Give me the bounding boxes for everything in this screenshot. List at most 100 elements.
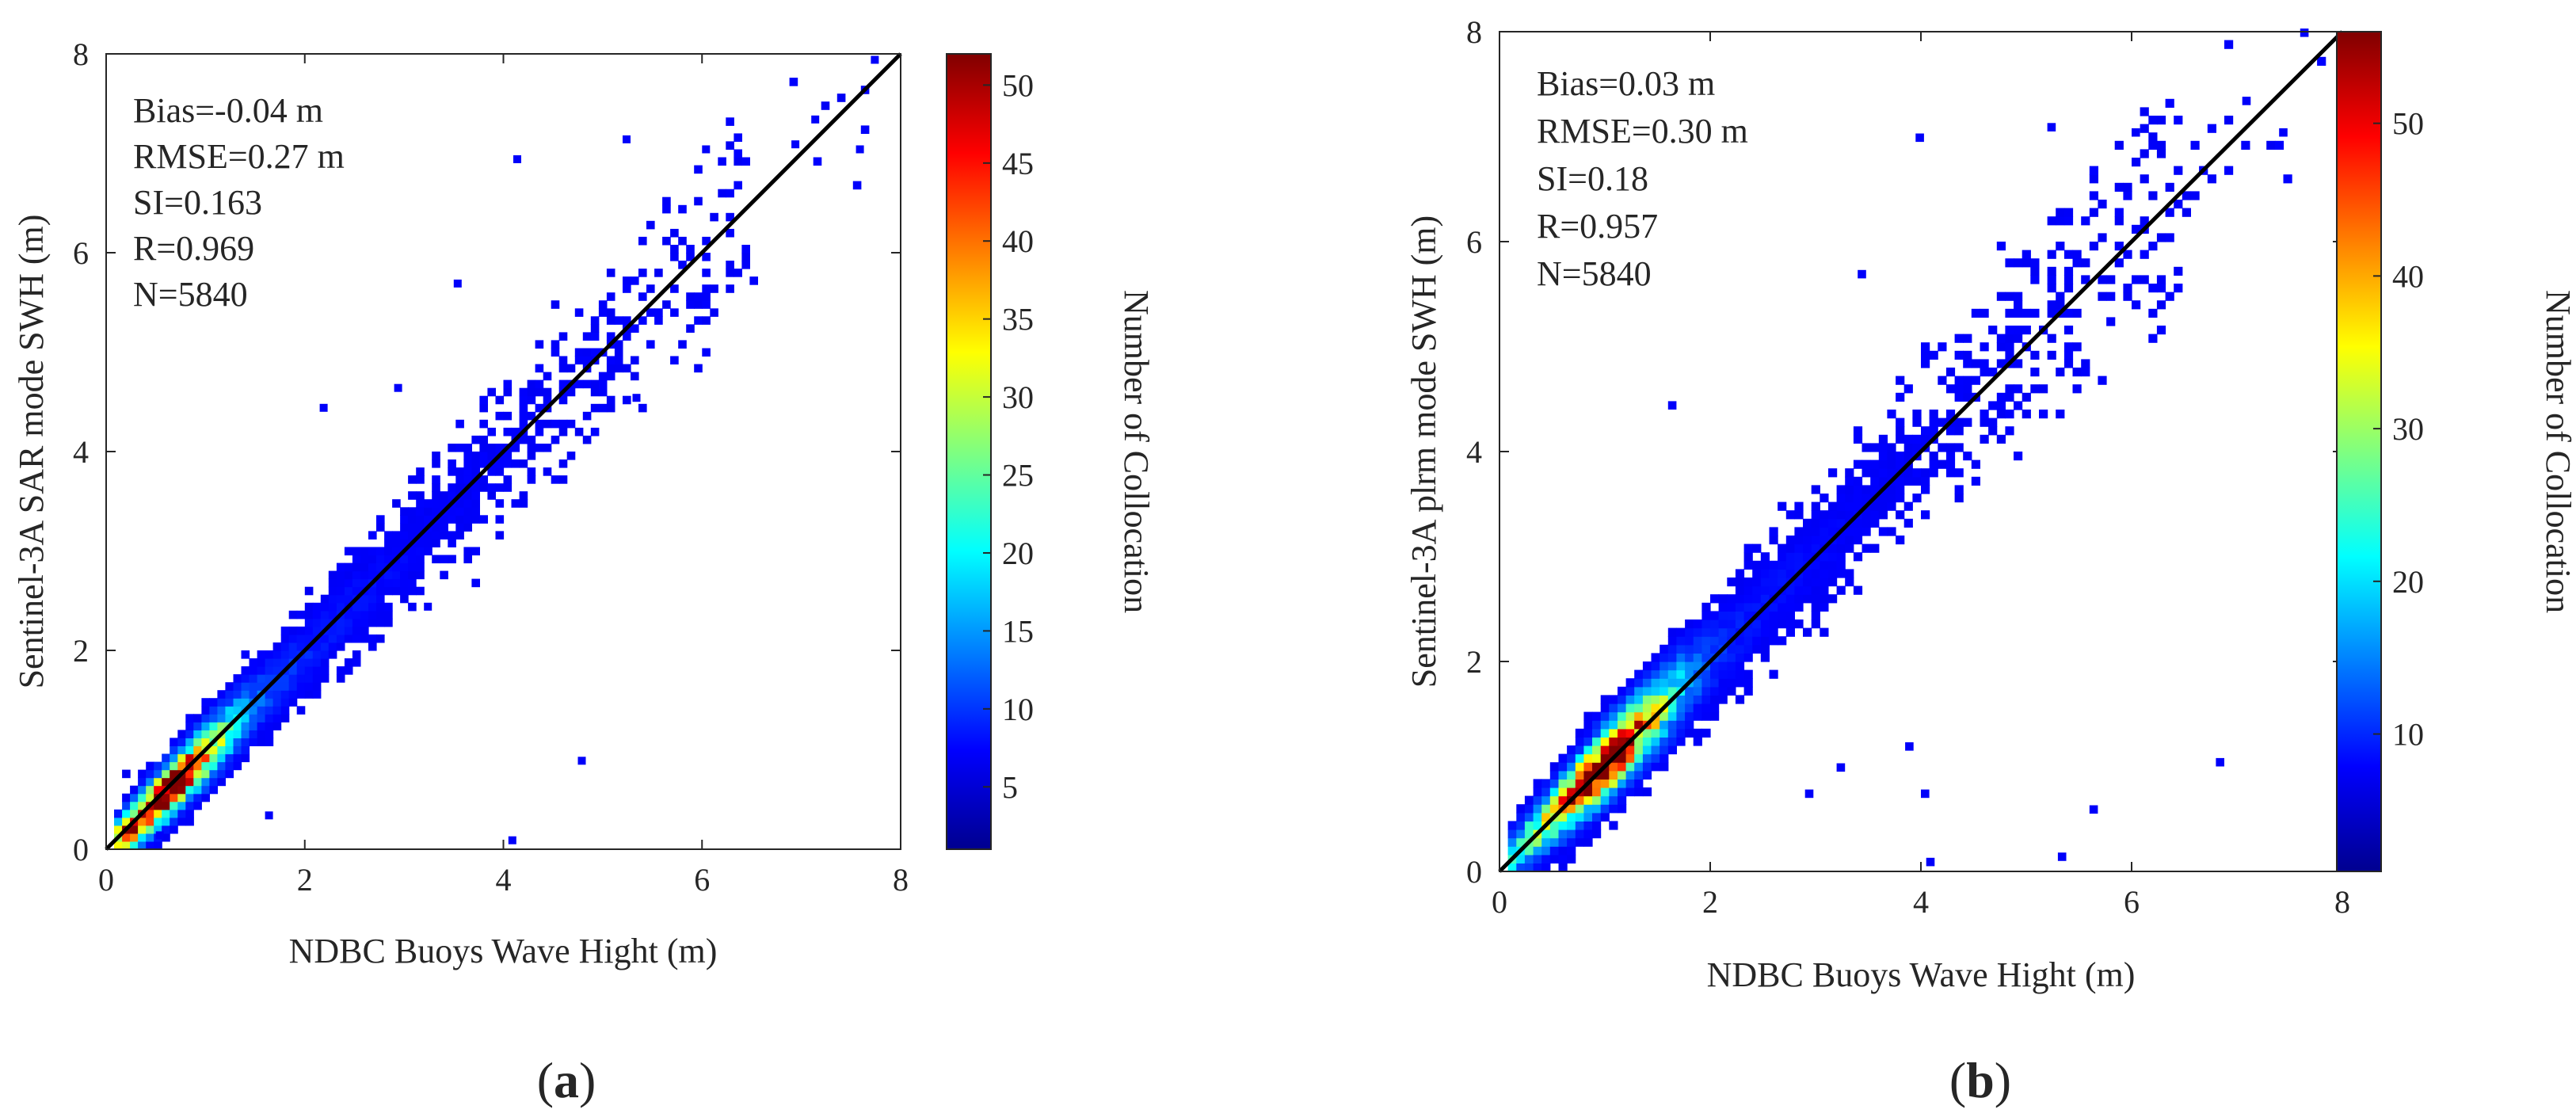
density-cell — [2030, 350, 2040, 360]
density-cell — [185, 793, 194, 802]
density-cell — [1870, 443, 1880, 452]
density-cell — [1878, 443, 1888, 452]
density-cell — [1929, 452, 1938, 461]
density-cell — [471, 452, 480, 460]
density-cell — [582, 411, 592, 421]
density-cell — [304, 666, 314, 675]
density-cell — [185, 809, 194, 818]
density-cell — [352, 610, 361, 619]
density-cell — [1549, 779, 1559, 788]
density-cell — [726, 228, 734, 238]
density-cell — [2174, 116, 2183, 125]
density-cell — [1954, 392, 1964, 402]
density-cell — [543, 444, 552, 452]
density-cell — [1583, 821, 1593, 830]
density-cell — [535, 387, 544, 397]
density-cell — [1583, 711, 1593, 721]
outlier-cell — [513, 155, 521, 163]
density-cell — [432, 452, 440, 460]
density-cell — [1878, 501, 1888, 511]
density-cell — [503, 387, 513, 397]
outlier-cell — [508, 836, 516, 844]
density-cell — [2056, 216, 2065, 226]
density-cell — [1667, 636, 1677, 646]
density-cell — [448, 491, 456, 500]
density-cell — [662, 236, 671, 246]
density-cell — [1760, 569, 1770, 578]
density-cell — [2089, 191, 2098, 200]
density-cell — [1618, 703, 1627, 713]
density-cell — [1743, 594, 1753, 604]
density-cell — [1609, 762, 1618, 772]
density-cell — [2005, 258, 2014, 268]
density-cell — [1676, 703, 1686, 713]
density-cell — [217, 690, 226, 699]
density-cell — [1676, 653, 1686, 662]
density-cell — [1794, 585, 1804, 595]
density-cell — [448, 444, 456, 452]
density-cell — [1743, 627, 1753, 637]
density-cell — [424, 547, 433, 556]
density-cell — [1618, 728, 1627, 738]
density-cell — [1701, 644, 1711, 654]
density-cell — [328, 586, 337, 596]
colorbar-tick-label: 10 — [1002, 692, 1034, 727]
density-cell — [130, 841, 139, 850]
density-cell — [2030, 384, 2040, 394]
density-cell — [1921, 434, 1930, 444]
density-cell — [392, 586, 401, 596]
density-cell — [360, 602, 369, 612]
density-cell — [193, 714, 202, 722]
density-cell — [495, 444, 505, 452]
density-cell — [1618, 753, 1627, 763]
density-cell — [280, 634, 290, 643]
density-cell — [1811, 536, 1820, 545]
density-cell — [1592, 812, 1602, 822]
density-cell — [1980, 342, 1989, 352]
density-cell — [1778, 611, 1787, 620]
density-cell — [2089, 174, 2098, 184]
density-cell — [1836, 510, 1846, 520]
density-cell — [1558, 837, 1568, 847]
density-cell — [471, 459, 480, 468]
density-cell — [1828, 578, 1838, 587]
density-cell — [1685, 686, 1694, 696]
density-cell — [1896, 452, 1905, 461]
density-cell — [177, 785, 186, 795]
density-cell — [233, 745, 242, 755]
density-cell — [1938, 417, 1947, 427]
density-cell — [416, 555, 425, 564]
density-cell — [408, 491, 417, 500]
colorbar-tick-label: 35 — [1002, 302, 1034, 337]
density-cell — [1803, 594, 1812, 604]
outlier-cell — [791, 140, 800, 149]
density-cell — [1811, 560, 1820, 570]
density-cell — [448, 507, 456, 516]
stat-r-a: R=0.969 — [133, 229, 254, 268]
density-cell — [495, 411, 505, 421]
density-cell — [432, 555, 440, 564]
density-cell — [1811, 594, 1820, 604]
density-cell — [2030, 368, 2040, 377]
density-cell — [1558, 787, 1568, 797]
density-cell — [312, 690, 322, 699]
density-cell — [352, 626, 361, 635]
density-cell — [734, 133, 742, 142]
density-cell — [1760, 552, 1770, 562]
density-cell — [185, 801, 194, 810]
density-cell — [2014, 334, 2023, 343]
density-cell — [558, 364, 568, 373]
density-cell — [1609, 720, 1618, 730]
density-cell — [1980, 434, 1989, 444]
density-cell — [1938, 459, 1947, 469]
density-cell — [1575, 737, 1584, 746]
density-cell — [1921, 359, 1930, 368]
density-cell — [408, 586, 417, 596]
density-cell — [392, 562, 401, 572]
density-cell — [185, 714, 194, 722]
density-cell — [1718, 653, 1728, 662]
density-cell — [535, 427, 544, 437]
density-cell — [440, 531, 448, 539]
density-cell — [535, 444, 544, 452]
